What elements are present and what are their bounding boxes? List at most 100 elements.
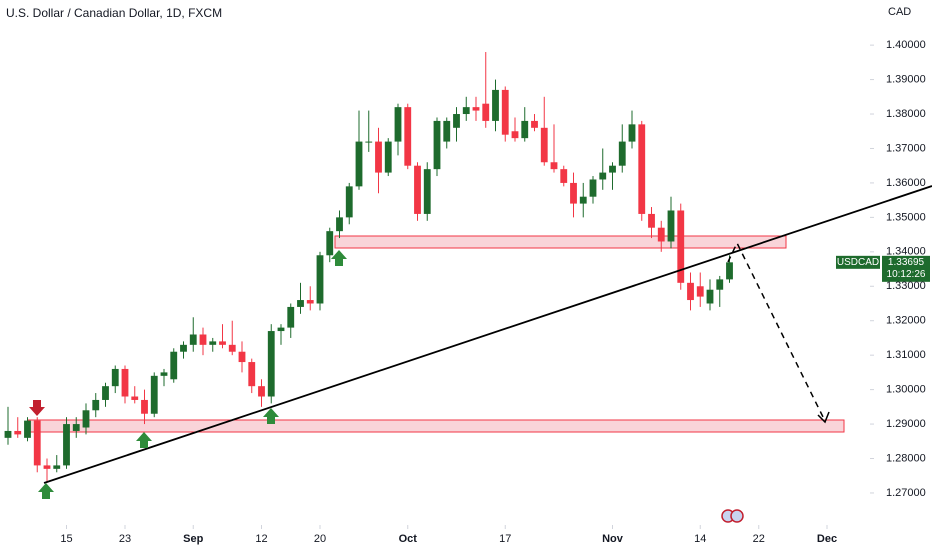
candle-body bbox=[677, 210, 685, 283]
candle-body bbox=[472, 107, 480, 111]
candle-body bbox=[618, 141, 626, 166]
candle-body bbox=[209, 341, 217, 345]
candle-body bbox=[375, 141, 382, 173]
candle-body bbox=[394, 107, 402, 142]
candle-body bbox=[43, 465, 51, 469]
x-tick-label: 12 bbox=[255, 533, 267, 545]
y-tick-label: 1.36000 bbox=[886, 177, 926, 189]
candle-body bbox=[24, 420, 31, 438]
buy-arrow bbox=[136, 432, 152, 448]
candle-body bbox=[326, 231, 334, 256]
x-tick-label: 14 bbox=[694, 533, 706, 545]
resistance-zone bbox=[334, 235, 787, 249]
candle-body bbox=[345, 186, 353, 218]
candle-body bbox=[540, 127, 548, 163]
sell-arrow bbox=[29, 400, 45, 416]
candle-body bbox=[667, 210, 675, 242]
candle-body bbox=[316, 255, 324, 304]
buy-arrow bbox=[263, 408, 279, 424]
candle-body bbox=[414, 165, 421, 214]
candle-body bbox=[716, 279, 724, 290]
y-tick-label: 1.31000 bbox=[886, 349, 926, 361]
candle-body bbox=[462, 107, 470, 115]
candle-body bbox=[111, 368, 119, 387]
symbol-label: USDCAD bbox=[837, 257, 879, 268]
candle-body bbox=[355, 141, 363, 187]
candle-body bbox=[297, 300, 304, 307]
candle-body bbox=[336, 217, 343, 232]
event-flag bbox=[730, 509, 744, 523]
event-flags bbox=[721, 509, 744, 523]
candle-body bbox=[131, 396, 139, 400]
x-tick-label: Dec bbox=[817, 533, 837, 545]
candle-body bbox=[570, 182, 577, 204]
candle-body bbox=[160, 372, 168, 376]
candle-body bbox=[238, 351, 246, 363]
x-tick-label: 17 bbox=[499, 533, 511, 545]
countdown-label: 10:12:26 bbox=[887, 269, 926, 280]
trend-line bbox=[43, 185, 932, 484]
y-tick-label: 1.32000 bbox=[886, 315, 926, 327]
candle-body bbox=[82, 410, 90, 428]
last-price-label: 1.33695 bbox=[888, 257, 925, 268]
candle-body bbox=[404, 107, 412, 166]
y-tick-label: 1.30000 bbox=[886, 384, 926, 396]
y-tick-label: 1.35000 bbox=[886, 211, 926, 223]
candle-body bbox=[248, 362, 256, 387]
chart-title: U.S. Dollar / Canadian Dollar, 1D, FXCM bbox=[6, 6, 222, 20]
candle-body bbox=[219, 341, 226, 345]
candle-body bbox=[53, 465, 61, 469]
candle-body bbox=[33, 420, 41, 466]
candle-body bbox=[687, 282, 694, 301]
candle-body bbox=[560, 169, 568, 183]
candle-body bbox=[657, 227, 665, 242]
x-tick-label: Nov bbox=[602, 533, 624, 545]
x-tick-label: 20 bbox=[314, 533, 326, 545]
x-tick-label: 15 bbox=[60, 533, 72, 545]
candle-body bbox=[521, 120, 529, 139]
projection-arrowhead bbox=[817, 411, 830, 424]
candle-body bbox=[482, 103, 490, 121]
x-tick-label: 23 bbox=[119, 533, 131, 545]
candle-body bbox=[589, 179, 597, 197]
candle-body bbox=[726, 262, 733, 280]
candle-body bbox=[306, 300, 314, 304]
candle-body bbox=[550, 162, 558, 170]
candle-body bbox=[453, 114, 460, 128]
x-tick-label: Oct bbox=[399, 533, 418, 545]
candle-body bbox=[365, 141, 373, 143]
candle-body bbox=[102, 386, 109, 400]
candle-body bbox=[121, 368, 129, 397]
candles bbox=[4, 52, 733, 483]
last-price-tag bbox=[882, 255, 930, 282]
y-tick-label: 1.38000 bbox=[886, 108, 926, 120]
candle-body bbox=[433, 120, 441, 170]
x-tick-label: Sep bbox=[183, 533, 203, 545]
y-tick-label: 1.39000 bbox=[886, 73, 926, 85]
candle-body bbox=[609, 165, 616, 173]
candle-body bbox=[492, 89, 499, 121]
candle-body bbox=[141, 399, 148, 414]
y-tick-label: 1.40000 bbox=[886, 39, 926, 51]
candle-body bbox=[4, 430, 12, 438]
candle-body bbox=[696, 286, 704, 297]
y-tick-label: 1.28000 bbox=[886, 452, 926, 464]
candle-body bbox=[92, 399, 100, 411]
symbol-tag bbox=[836, 255, 880, 269]
candle-body bbox=[511, 131, 519, 139]
candle-body bbox=[384, 141, 392, 173]
candle-body bbox=[199, 334, 207, 345]
candle-body bbox=[189, 334, 197, 345]
x-tick-label: 22 bbox=[753, 533, 765, 545]
candle-body bbox=[638, 124, 646, 214]
candle-body bbox=[706, 289, 714, 304]
candle-body bbox=[531, 120, 538, 128]
buy-arrow bbox=[38, 483, 54, 499]
candle-body bbox=[170, 351, 178, 380]
candle-body bbox=[599, 172, 607, 180]
y-tick-label: 1.27000 bbox=[886, 487, 926, 499]
candle-body bbox=[648, 213, 655, 228]
axis-unit: CAD bbox=[888, 6, 911, 18]
